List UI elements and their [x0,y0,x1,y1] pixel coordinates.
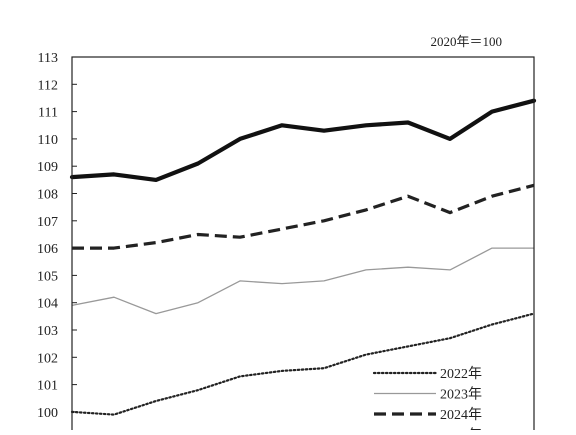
legend-label-3: 2024年 [440,407,482,423]
y-tick-label: 108 [37,188,58,203]
y-tick-label: 100 [37,406,58,421]
series-line-1 [70,312,536,416]
y-axis-ticks: 100 101 102 103 104 105 106 107 108 109 110 111 112 1… [37,51,77,421]
y-tick-label: 105 [37,269,58,284]
plot-series [69,98,537,416]
legend-label-1: 2022年 [440,366,482,382]
y-tick-label: 110 [38,133,58,148]
y-tick-label: 104 [37,297,58,312]
y-tick-label: 113 [38,51,58,66]
series-line-4 [69,98,537,182]
y-tick-label: 111 [38,106,58,121]
y-tick-label: 102 [37,351,58,366]
y-tick-label: 112 [38,78,58,93]
series-line-2 [71,247,534,315]
y-tick-label: 103 [37,324,58,339]
series-line-3 [72,183,535,250]
plot-frame [71,56,535,435]
legend: 2022年2023年2024年2025年 [372,366,482,435]
y-tick-label: 101 [37,379,58,394]
unit-note: 2020年＝100 [430,34,502,49]
legend-label-2: 2023年 [440,387,482,403]
y-tick-label: 106 [37,242,58,257]
y-tick-label: 109 [37,160,58,175]
y-tick-label: 107 [37,215,58,230]
